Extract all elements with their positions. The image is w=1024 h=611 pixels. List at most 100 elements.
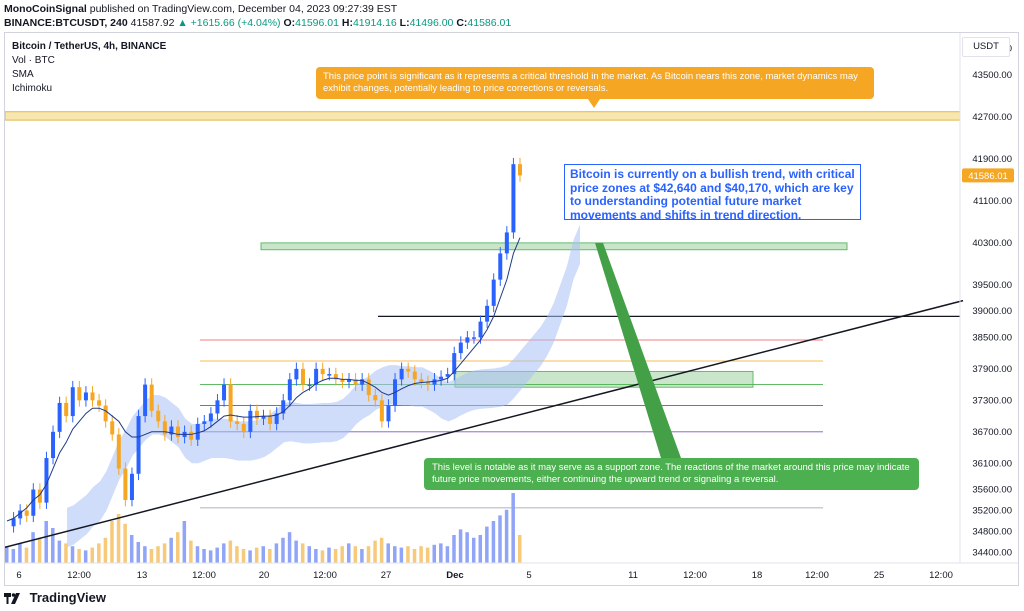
volume-bar	[24, 547, 29, 563]
candle	[83, 392, 88, 401]
candle	[248, 410, 253, 432]
candle	[116, 434, 121, 469]
candle	[386, 405, 391, 422]
author-name[interactable]: MonoCoinSignal	[4, 3, 87, 15]
volume-bar	[261, 546, 265, 563]
candle	[491, 279, 496, 306]
volume-bar	[393, 546, 397, 563]
time-tick-label: Dec	[446, 570, 463, 581]
candle	[228, 384, 233, 422]
candle	[103, 405, 108, 422]
low-label: L:	[399, 17, 410, 29]
volume-bar	[491, 521, 496, 563]
volume-bar	[248, 550, 252, 563]
volume-bar	[169, 537, 173, 563]
volume-bar	[143, 546, 147, 563]
candle	[11, 518, 16, 527]
volume-bar	[64, 543, 68, 563]
volume-bar	[90, 547, 94, 563]
candle	[360, 379, 365, 385]
candle	[347, 379, 351, 382]
volume-bar	[314, 549, 318, 563]
candle	[208, 413, 213, 422]
candle	[202, 421, 207, 424]
currency-unit-button[interactable]: USDT	[962, 37, 1010, 57]
ichimoku-cloud	[67, 224, 580, 548]
candle	[412, 371, 417, 380]
candle	[333, 374, 338, 380]
candle	[162, 421, 167, 435]
candle	[419, 379, 424, 382]
volume-bar	[37, 537, 42, 563]
price-change: ▲ +1615.66 (+4.04%)	[177, 17, 281, 29]
candle	[268, 416, 273, 424]
volume-bar	[110, 521, 114, 563]
candle	[353, 379, 358, 385]
volume-bar	[412, 549, 417, 563]
volume-bar	[373, 540, 377, 563]
support-annotation[interactable]: This level is notable as it may serve as…	[424, 458, 919, 490]
volume-bar	[366, 546, 371, 563]
callout-pointer	[588, 99, 600, 108]
trend-annotation[interactable]: Bitcoin is currently on a bullish trend,…	[564, 164, 861, 221]
volume-bar	[241, 549, 246, 563]
volume-bar	[268, 549, 272, 563]
support-pointer-arrow	[595, 242, 681, 458]
candle	[189, 431, 194, 440]
candle	[97, 400, 102, 406]
candle	[373, 395, 378, 401]
resistance-annotation-text: This price point is significant as it re…	[323, 71, 858, 94]
open-label: O:	[283, 17, 296, 29]
candle	[195, 423, 200, 440]
current-price-tag	[962, 168, 1014, 183]
candle	[129, 473, 134, 501]
candle	[44, 458, 49, 503]
volume-bar	[136, 542, 141, 563]
volume-bar	[162, 543, 167, 563]
resistance-annotation[interactable]: This price point is significant as it re…	[316, 67, 874, 108]
price-chart[interactable]: 44000.0043500.0042700.0041900.0041100.00…	[5, 33, 1018, 585]
candle	[452, 353, 457, 375]
candle	[406, 368, 411, 372]
legend-item-ichimoku[interactable]: Ichimoku	[12, 83, 53, 94]
candle	[485, 305, 490, 322]
candle	[379, 400, 384, 422]
candle	[432, 379, 437, 385]
volume-bar	[340, 546, 344, 563]
time-tick-label: 12:00	[805, 570, 829, 581]
high-label: H:	[341, 17, 353, 29]
volume-bar	[274, 543, 279, 563]
candle	[215, 400, 220, 414]
candle	[274, 413, 279, 424]
price-tick-label: 40300.00	[972, 238, 1012, 249]
candle	[518, 164, 522, 176]
price-tick-label: 36100.00	[972, 458, 1012, 469]
legend-item-volume[interactable]: Vol · BTC	[12, 55, 55, 66]
volume-bar	[281, 537, 285, 563]
volume-bar	[116, 514, 121, 563]
candle	[77, 387, 82, 401]
candle	[314, 368, 319, 385]
time-tick-label: 13	[137, 570, 148, 581]
candle	[149, 384, 154, 411]
time-tick-label: 27	[381, 570, 392, 581]
ohlc-line: BINANCE:BTCUSDT, 240 41587.92 ▲ +1615.66…	[4, 17, 511, 29]
legend-item-sma[interactable]: SMA	[12, 69, 34, 80]
volume-bar	[307, 546, 312, 563]
close-value: 41586.01	[467, 17, 512, 29]
ascending-trendline	[5, 299, 964, 548]
candle	[24, 510, 29, 516]
candle	[300, 368, 305, 385]
price-tick-label: 39500.00	[972, 280, 1012, 291]
legend-title: Bitcoin / TetherUS, 4h, BINANCE	[12, 41, 167, 52]
price-tick-label: 41900.00	[972, 154, 1012, 165]
candle	[439, 376, 444, 380]
volume-bar	[176, 532, 180, 563]
volume-bar	[18, 543, 22, 563]
volume-bar	[83, 550, 88, 563]
price-tick-label: 38500.00	[972, 332, 1012, 343]
chart-legend: Bitcoin / TetherUS, 4h, BINANCE Vol · BT…	[12, 40, 166, 96]
candle	[327, 374, 332, 376]
candle	[287, 379, 292, 401]
time-tick-label: 18	[752, 570, 763, 581]
